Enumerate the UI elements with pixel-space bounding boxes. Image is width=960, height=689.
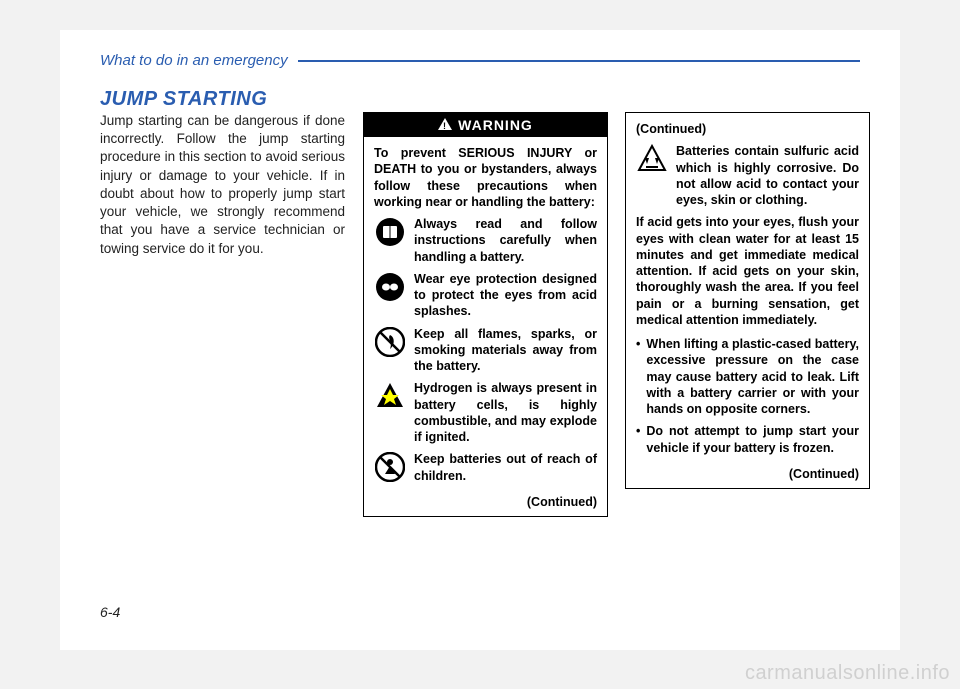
header-rule [298,60,860,62]
warning-body: To prevent SERIOUS INJURY or DEATH to yo… [364,137,607,516]
chapter-title: What to do in an emergency [100,52,298,69]
svg-text:!: ! [443,121,447,130]
warning-header: ! WARNING [364,113,607,137]
warning-item-text: Keep all flames, sparks, or smoking mate… [414,326,597,375]
section-title: JUMP STARTING [100,88,267,111]
corrosive-icon [636,143,668,175]
bullet-item: • When lifting a plastic-cased battery, … [636,336,859,417]
manual-icon [374,216,406,248]
warning-item: Hydrogen is always present in battery ce… [374,380,597,445]
warning-item: Wear eye protection designed to protect … [374,271,597,320]
no-flame-icon [374,326,406,358]
warning-item-text: Wear eye protection designed to protect … [414,271,597,320]
watermark: carmanualsonline.info [745,662,950,685]
manual-page: What to do in an emergency JUMP STARTING… [60,30,900,650]
explosion-icon [374,380,406,412]
warning-item-text: Hydrogen is always present in battery ce… [414,380,597,445]
warning-item: Always read and follow instructions care… [374,216,597,265]
continued-bottom: (Continued) [636,462,859,482]
continued-lead-item: Batteries contain sulfuric acid which is… [636,143,859,208]
bullet-item: • Do not attempt to jump start your vehi… [636,423,859,456]
warning-label: WARNING [458,117,533,133]
continued-paragraph: If acid gets into your eyes, flush your … [636,214,859,328]
warning-item-text: Always read and follow instructions care… [414,216,597,265]
no-children-icon [374,451,406,483]
bullet-text: When lifting a plastic-cased battery, ex… [646,336,859,417]
bullet-dot: • [636,336,640,417]
warning-item-text: Keep batteries out of reach of children. [414,451,597,484]
continued-box: (Continued) Batteries contain sulfuric a… [625,112,870,489]
continued-lead-text: Batteries contain sulfuric acid which is… [676,143,859,208]
continued-top: (Continued) [636,121,859,137]
page-number: 6-4 [100,604,120,620]
warning-intro: To prevent SERIOUS INJURY or DEATH to yo… [374,145,597,210]
warning-triangle-icon: ! [438,117,452,133]
bullet-text: Do not attempt to jump start your vehicl… [646,423,859,456]
goggles-icon [374,271,406,303]
intro-paragraph: Jump starting can be dangerous if done i… [100,112,345,258]
warning-continued: (Continued) [374,490,597,510]
warning-item: Keep all flames, sparks, or smoking mate… [374,326,597,375]
bullet-dot: • [636,423,640,456]
warning-item: Keep batteries out of reach of children. [374,451,597,484]
chapter-header: What to do in an emergency [100,52,860,69]
warning-box: ! WARNING To prevent SERIOUS INJURY or D… [363,112,608,517]
